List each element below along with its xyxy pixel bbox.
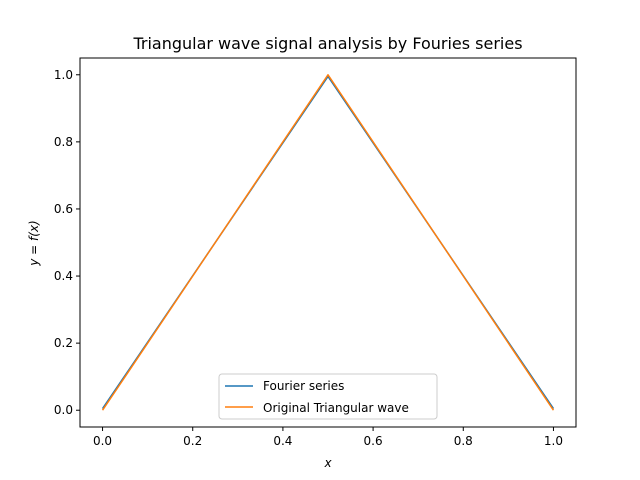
y-tick-label: 1.0 (54, 68, 73, 82)
legend-box (218, 373, 438, 420)
x-tick-label: 0.2 (183, 434, 202, 448)
series-layer (101, 74, 555, 411)
chart-title: Triangular wave signal analysis by Fouri… (132, 34, 522, 53)
plot-area-frame (79, 57, 577, 428)
y-tick-label: 0.4 (54, 269, 73, 283)
x-axis-label: x (323, 456, 332, 470)
x-tick-label: 0.8 (454, 434, 473, 448)
x-tick-label: 0.4 (273, 434, 292, 448)
ticks-layer: 0.0 0.2 0.4 0.6 0.8 1.0 0.0 0.2 0.4 0.6 0.8 1.0 (54, 68, 563, 448)
series-line-original-triangular-wave (101, 74, 555, 411)
y-tick-label: 0.6 (54, 202, 73, 216)
legend-label-fourier-series: Fourier series (263, 379, 344, 393)
y-axis-label: y = f(x) (27, 220, 41, 266)
x-tick-label: 0.0 (93, 434, 112, 448)
y-tick-label: 0.8 (54, 135, 73, 149)
legend: Fourier series Original Triangular wave (218, 373, 438, 420)
x-tick-label: 0.6 (364, 434, 383, 448)
x-tick-label: 1.0 (544, 434, 563, 448)
y-tick-label: 0.0 (54, 403, 73, 417)
legend-label-original-triangular-wave: Original Triangular wave (263, 401, 409, 415)
y-tick-label: 0.2 (54, 336, 73, 350)
